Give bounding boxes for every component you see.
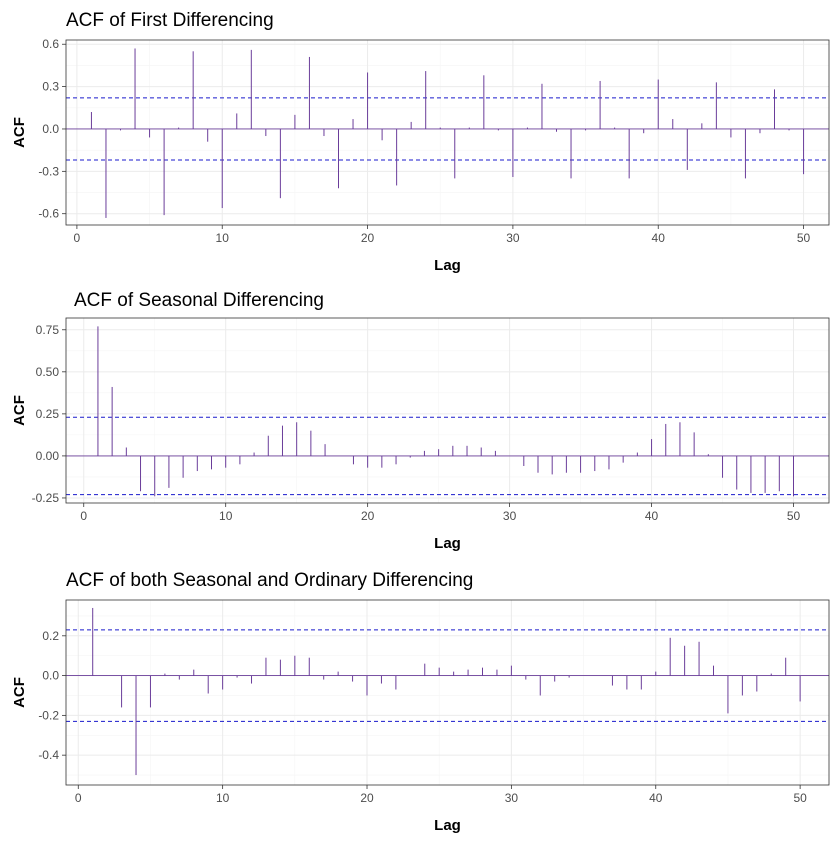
x-tick-label: 30 xyxy=(505,791,519,805)
x-tick-label: 0 xyxy=(75,791,82,805)
y-tick-label: -0.3 xyxy=(38,164,59,178)
x-tick-label: 10 xyxy=(216,231,230,245)
x-axis-title: Lag xyxy=(434,817,461,834)
chart-title: ACF of Seasonal Differencing xyxy=(74,290,324,311)
x-tick-label: 20 xyxy=(360,791,374,805)
x-axis-title: Lag xyxy=(434,257,461,274)
x-tick-label: 50 xyxy=(793,791,807,805)
x-tick-label: 20 xyxy=(361,509,375,523)
acf-panel-2: 0 10 20 30 40 50 -0.25 0.00 0.25 0.50 0.75 ACF of S… xyxy=(11,290,830,552)
x-tick-label: 50 xyxy=(787,509,801,523)
y-tick-label: 0.3 xyxy=(42,80,59,94)
y-tick-label: -0.6 xyxy=(38,207,59,221)
panel-border xyxy=(65,599,830,786)
y-tick-label: 0.50 xyxy=(36,365,60,379)
x-tick-label: 40 xyxy=(652,231,666,245)
x-tick-label: 0 xyxy=(80,509,87,523)
x-tick-label: 40 xyxy=(649,791,663,805)
x-tick-label: 20 xyxy=(361,231,375,245)
chart-title: ACF of First Differencing xyxy=(66,10,274,31)
x-tick-label: 30 xyxy=(503,509,517,523)
y-axis-title: ACF xyxy=(11,395,28,426)
x-tick-label: 10 xyxy=(216,791,230,805)
y-tick-label: -0.25 xyxy=(32,491,60,505)
x-tick-label: 0 xyxy=(74,231,81,245)
x-tick-label: 40 xyxy=(645,509,659,523)
y-axis-title: ACF xyxy=(11,117,28,148)
y-tick-label: 0.6 xyxy=(42,37,59,51)
x-tick-label: 30 xyxy=(506,231,520,245)
y-tick-label: 0.75 xyxy=(36,323,60,337)
x-axis-title: Lag xyxy=(434,535,461,552)
acf-panel-3: 0 10 20 30 40 50 -0.4 -0.2 0.0 0.2 ACF of both Sea… xyxy=(11,570,830,834)
y-tick-label: 0.00 xyxy=(36,449,60,463)
y-tick-label: 0.0 xyxy=(42,669,59,683)
x-tick-label: 10 xyxy=(219,509,233,523)
y-tick-label: -0.4 xyxy=(38,748,59,762)
chart-title: ACF of both Seasonal and Ordinary Differ… xyxy=(66,570,473,591)
panel-border xyxy=(65,39,830,226)
panel-border xyxy=(65,317,830,504)
y-tick-label: 0.25 xyxy=(36,407,60,421)
y-tick-label: -0.2 xyxy=(38,708,59,722)
y-tick-label: 0.0 xyxy=(42,122,59,136)
x-tick-label: 50 xyxy=(797,231,811,245)
y-tick-label: 0.2 xyxy=(42,629,59,643)
acf-panel-1: 0 10 20 30 40 50 -0.6 -0.3 0.0 0.3 0.6 ACF of First… xyxy=(11,10,830,274)
y-axis-title: ACF xyxy=(11,677,28,708)
